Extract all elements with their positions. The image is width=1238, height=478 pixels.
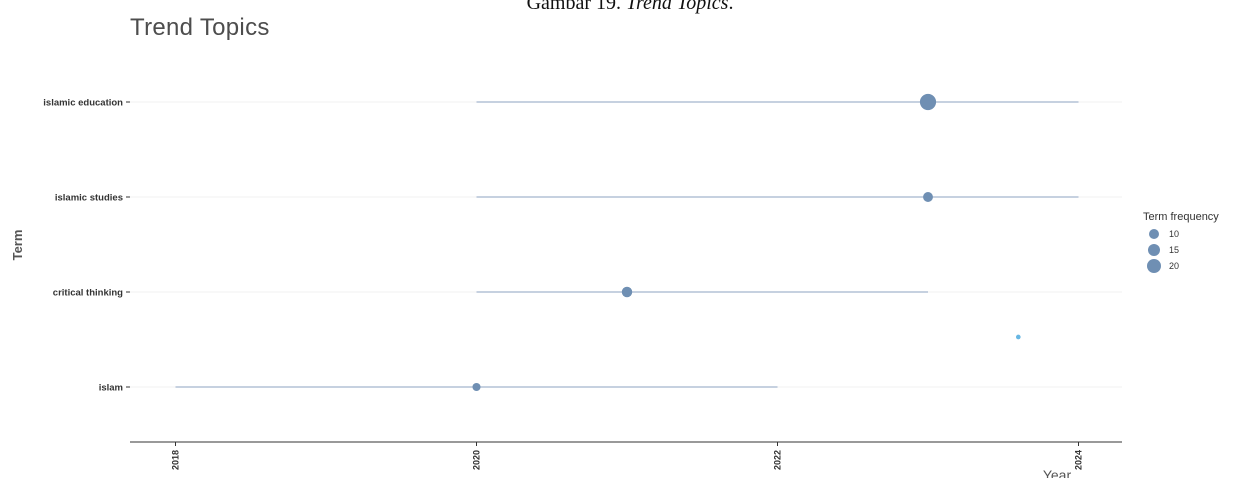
legend-entries: 10 15 20	[1143, 226, 1219, 274]
legend-title: Term frequency	[1143, 211, 1219, 223]
term-label-islamic-education: islamic education	[43, 98, 123, 109]
caption-italic: Trend Topics	[625, 0, 729, 14]
x-tick-label-2022: 2022	[773, 450, 783, 470]
x-tick-label-2024: 2024	[1074, 450, 1084, 470]
term-label-islam: islam	[99, 383, 123, 394]
y-axis-title: Term	[10, 230, 25, 261]
caption-prefix: Gambar 19.	[526, 0, 626, 14]
point-critical-thinking	[621, 286, 633, 298]
legend-label: 10	[1169, 229, 1180, 239]
legend-entry-10: 10	[1143, 226, 1219, 242]
x-tick-label-2018: 2018	[171, 450, 181, 470]
chart-title: Trend Topics	[130, 14, 270, 41]
point-islam	[472, 382, 481, 392]
stray-point	[1015, 334, 1021, 340]
legend-entry-15: 15	[1143, 242, 1219, 258]
x-axis-title: Year	[1043, 467, 1072, 478]
legend: Term frequency 10 15 20	[1143, 211, 1219, 274]
legend-symbol	[1143, 242, 1165, 258]
legend-symbol	[1143, 226, 1165, 242]
term-label-critical-thinking: critical thinking	[53, 288, 123, 299]
figure-caption: Gambar 19. Trend Topics.	[0, 0, 1238, 15]
point-islamic-studies	[923, 192, 933, 202]
legend-label: 15	[1169, 245, 1180, 255]
x-tick-label-2020: 2020	[472, 450, 482, 470]
legend-entry-20: 20	[1143, 258, 1219, 274]
point-islamic-education	[919, 93, 937, 111]
term-label-islamic-studies: islamic studies	[55, 193, 123, 204]
legend-symbol	[1143, 258, 1165, 274]
caption-suffix: .	[728, 0, 734, 14]
legend-label: 20	[1169, 261, 1180, 271]
